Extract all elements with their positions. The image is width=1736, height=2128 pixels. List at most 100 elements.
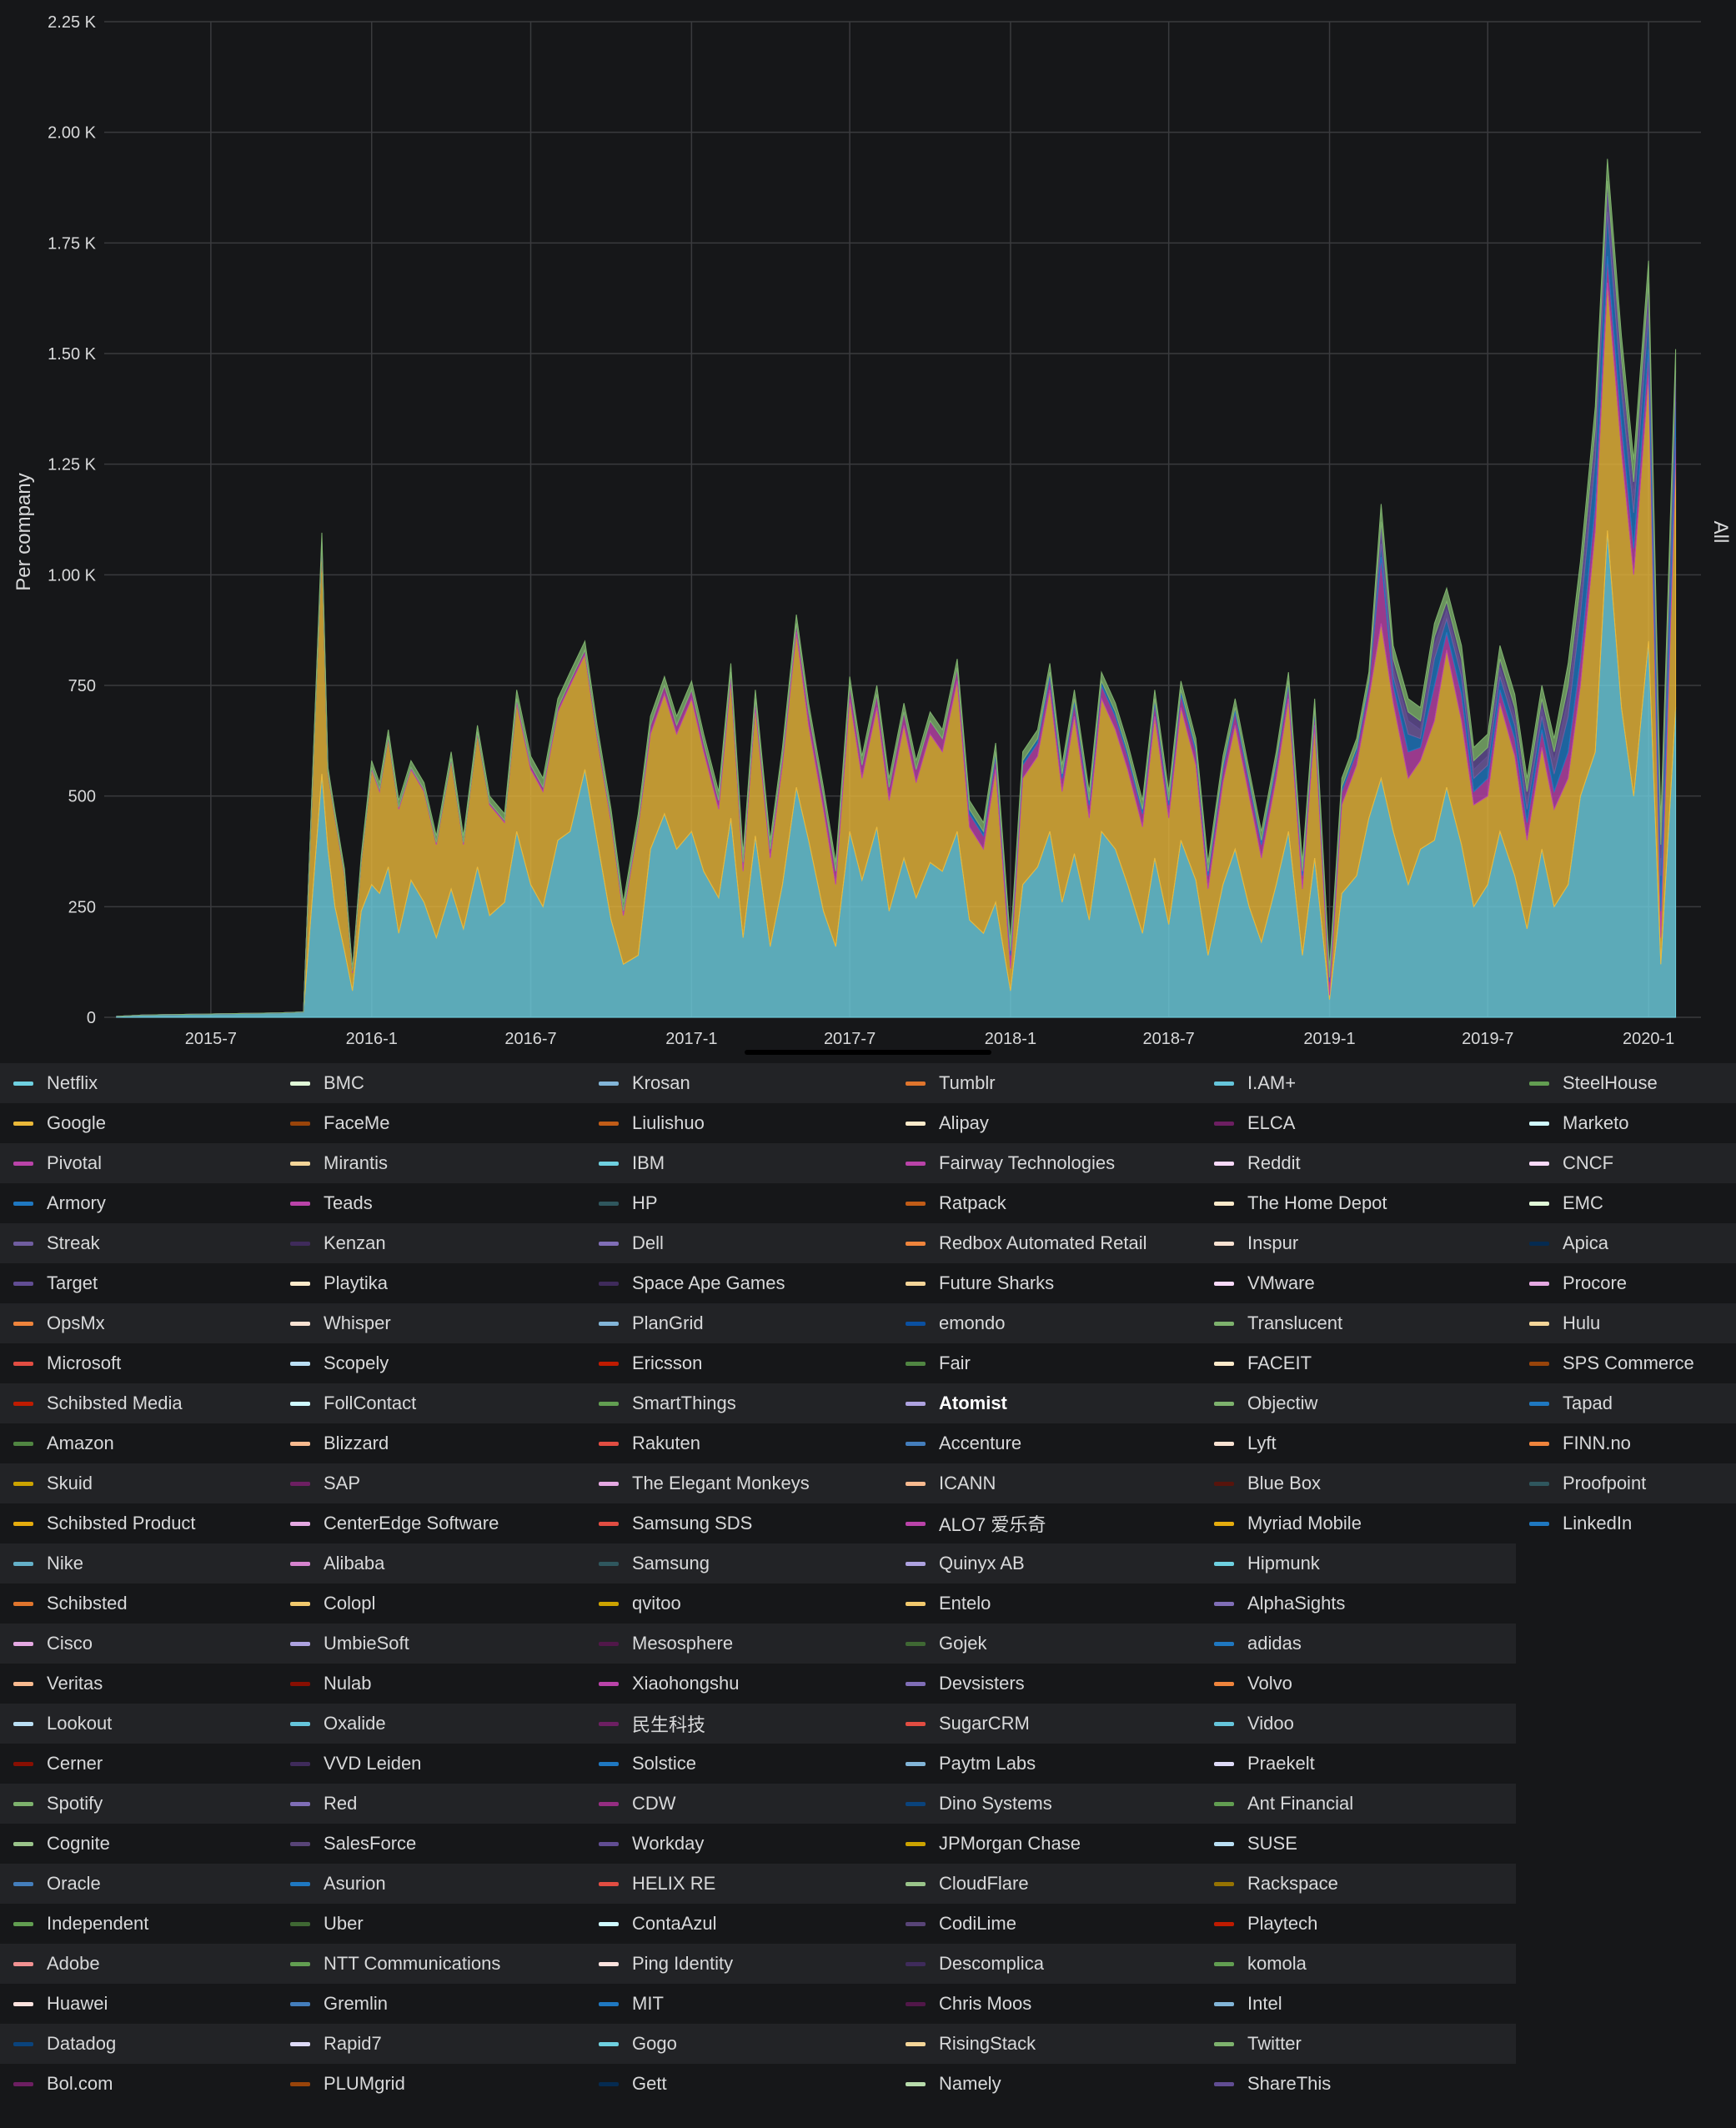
legend-item[interactable]: Nike: [0, 1543, 277, 1583]
legend-item[interactable]: Playtika: [277, 1263, 585, 1303]
legend-item[interactable]: AlphaSights: [1201, 1583, 1516, 1624]
legend-item[interactable]: Vidoo: [1201, 1704, 1516, 1744]
legend-item[interactable]: Translucent: [1201, 1303, 1516, 1343]
legend-item[interactable]: Microsoft: [0, 1343, 277, 1383]
legend-item[interactable]: Rackspace: [1201, 1864, 1516, 1904]
legend-item[interactable]: Red: [277, 1784, 585, 1824]
legend-item[interactable]: Netflix: [0, 1063, 277, 1103]
legend-item[interactable]: UmbieSoft: [277, 1624, 585, 1664]
legend-item[interactable]: The Elegant Monkeys: [585, 1463, 892, 1503]
legend-item[interactable]: Paytm Labs: [892, 1744, 1201, 1784]
legend-item[interactable]: Schibsted Product: [0, 1503, 277, 1543]
legend-item[interactable]: Samsung SDS: [585, 1503, 892, 1543]
legend-item[interactable]: NTT Communications: [277, 1944, 585, 1984]
legend-item[interactable]: Scopely: [277, 1343, 585, 1383]
legend-item[interactable]: Descomplica: [892, 1944, 1201, 1984]
legend-item[interactable]: CenterEdge Software: [277, 1503, 585, 1543]
legend-item[interactable]: Quinyx AB: [892, 1543, 1201, 1583]
legend-item[interactable]: JPMorgan Chase: [892, 1824, 1201, 1864]
legend-item[interactable]: FollContact: [277, 1383, 585, 1423]
legend-item[interactable]: Rapid7: [277, 2024, 585, 2064]
legend-item[interactable]: Teads: [277, 1183, 585, 1223]
legend-item[interactable]: Tapad: [1516, 1383, 1736, 1423]
legend-item[interactable]: Veritas: [0, 1664, 277, 1704]
legend-item[interactable]: Nulab: [277, 1664, 585, 1704]
legend-item[interactable]: adidas: [1201, 1624, 1516, 1664]
legend-item[interactable]: komola: [1201, 1944, 1516, 1984]
legend-item[interactable]: Reddit: [1201, 1143, 1516, 1183]
legend-item[interactable]: SalesForce: [277, 1824, 585, 1864]
legend-item[interactable]: Intel: [1201, 1984, 1516, 2024]
legend-item[interactable]: Schibsted: [0, 1583, 277, 1624]
legend-item[interactable]: Xiaohongshu: [585, 1664, 892, 1704]
legend-item[interactable]: Rakuten: [585, 1423, 892, 1463]
legend-item[interactable]: Dino Systems: [892, 1784, 1201, 1824]
legend-item[interactable]: HELIX RE: [585, 1864, 892, 1904]
legend-item[interactable]: qvitoo: [585, 1583, 892, 1624]
legend-item[interactable]: CNCF: [1516, 1143, 1736, 1183]
legend-item[interactable]: Schibsted Media: [0, 1383, 277, 1423]
legend-item[interactable]: SUSE: [1201, 1824, 1516, 1864]
legend-item[interactable]: Future Sharks: [892, 1263, 1201, 1303]
legend-item[interactable]: Independent: [0, 1904, 277, 1944]
legend-item[interactable]: Target: [0, 1263, 277, 1303]
legend-item[interactable]: Gojek: [892, 1624, 1201, 1664]
legend-item[interactable]: Whisper: [277, 1303, 585, 1343]
legend-item[interactable]: Praekelt: [1201, 1744, 1516, 1784]
legend-item[interactable]: Mesosphere: [585, 1624, 892, 1664]
legend-item[interactable]: Solstice: [585, 1744, 892, 1784]
legend-item[interactable]: Gogo: [585, 2024, 892, 2064]
legend-item[interactable]: Hulu: [1516, 1303, 1736, 1343]
legend-item[interactable]: BMC: [277, 1063, 585, 1103]
legend-item[interactable]: Liulishuo: [585, 1103, 892, 1143]
legend-item[interactable]: Huawei: [0, 1984, 277, 2024]
legend-item[interactable]: Workday: [585, 1824, 892, 1864]
legend-item[interactable]: Cisco: [0, 1624, 277, 1664]
legend-item[interactable]: The Home Depot: [1201, 1183, 1516, 1223]
legend-item[interactable]: Oracle: [0, 1864, 277, 1904]
legend-item[interactable]: IBM: [585, 1143, 892, 1183]
legend-item[interactable]: Bol.com: [0, 2064, 277, 2104]
legend-item[interactable]: Redbox Automated Retail: [892, 1223, 1201, 1263]
legend-item[interactable]: ContaAzul: [585, 1904, 892, 1944]
legend-item[interactable]: PLUMgrid: [277, 2064, 585, 2104]
legend-item[interactable]: Alipay: [892, 1103, 1201, 1143]
legend-item[interactable]: Entelo: [892, 1583, 1201, 1624]
legend-item[interactable]: Proofpoint: [1516, 1463, 1736, 1503]
legend-item[interactable]: Adobe: [0, 1944, 277, 1984]
legend-item[interactable]: Apica: [1516, 1223, 1736, 1263]
legend-item[interactable]: Lyft: [1201, 1423, 1516, 1463]
legend-item[interactable]: emondo: [892, 1303, 1201, 1343]
legend-item[interactable]: ELCA: [1201, 1103, 1516, 1143]
legend-item[interactable]: Pivotal: [0, 1143, 277, 1183]
legend-item[interactable]: Twitter: [1201, 2024, 1516, 2064]
legend-item[interactable]: Colopl: [277, 1583, 585, 1624]
legend-item[interactable]: Accenture: [892, 1423, 1201, 1463]
legend-item[interactable]: Skuid: [0, 1463, 277, 1503]
legend-scroll-handle[interactable]: [745, 1050, 991, 1055]
legend-item[interactable]: Space Ape Games: [585, 1263, 892, 1303]
legend-item[interactable]: LinkedIn: [1516, 1503, 1736, 1543]
legend-item[interactable]: Oxalide: [277, 1704, 585, 1744]
legend-item[interactable]: Uber: [277, 1904, 585, 1944]
legend-item[interactable]: Marketo: [1516, 1103, 1736, 1143]
legend-item[interactable]: Datadog: [0, 2024, 277, 2064]
legend-item[interactable]: Cerner: [0, 1744, 277, 1784]
legend-item[interactable]: Objectiw: [1201, 1383, 1516, 1423]
legend-item[interactable]: Mirantis: [277, 1143, 585, 1183]
legend-item[interactable]: I.AM+: [1201, 1063, 1516, 1103]
legend-item[interactable]: Procore: [1516, 1263, 1736, 1303]
legend-item[interactable]: Dell: [585, 1223, 892, 1263]
legend-item[interactable]: Alibaba: [277, 1543, 585, 1583]
legend-item[interactable]: Gremlin: [277, 1984, 585, 2024]
legend-item[interactable]: ICANN: [892, 1463, 1201, 1503]
legend-item[interactable]: Spotify: [0, 1784, 277, 1824]
legend-item[interactable]: RisingStack: [892, 2024, 1201, 2064]
legend-item[interactable]: Krosan: [585, 1063, 892, 1103]
legend-item[interactable]: Namely: [892, 2064, 1201, 2104]
legend-item[interactable]: VVD Leiden: [277, 1744, 585, 1784]
legend-item[interactable]: Fairway Technologies: [892, 1143, 1201, 1183]
legend-item[interactable]: Tumblr: [892, 1063, 1201, 1103]
legend-item[interactable]: Lookout: [0, 1704, 277, 1744]
legend-item[interactable]: VMware: [1201, 1263, 1516, 1303]
